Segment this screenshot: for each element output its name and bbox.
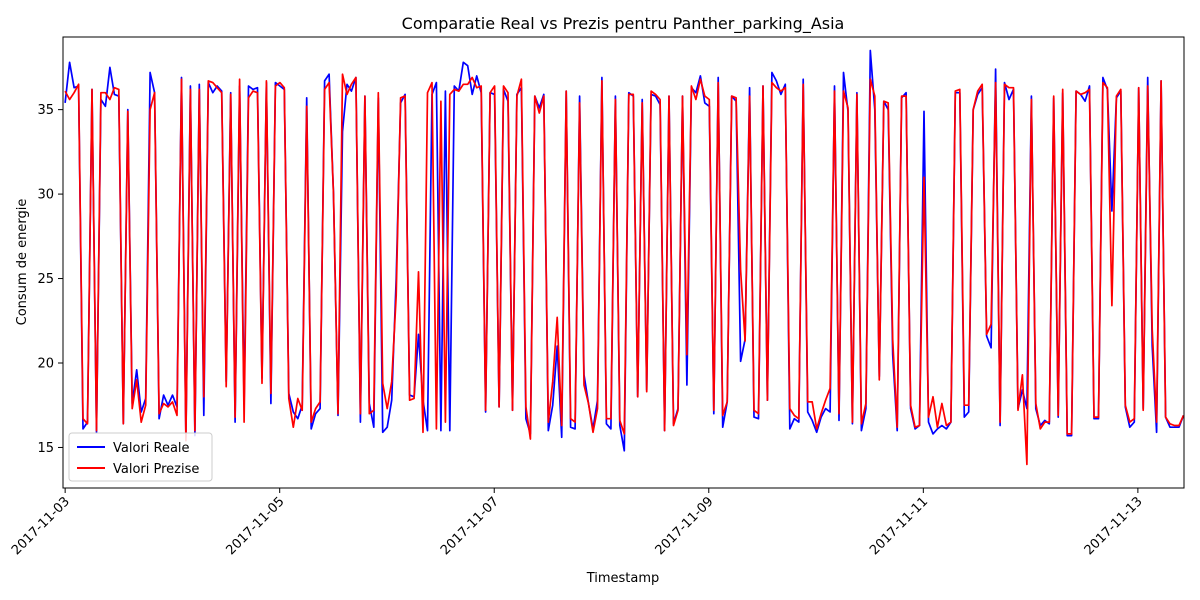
- series-line-predicted: [64, 73, 1184, 466]
- legend-label-real: Valori Reale: [113, 441, 190, 456]
- x-axis-label: Timestamp: [586, 571, 660, 586]
- legend-label-predicted: Valori Prezise: [113, 462, 199, 477]
- y-tick-label: 20: [37, 357, 54, 372]
- y-axis-label: Consum de energie: [15, 199, 30, 326]
- plot-area: [62, 36, 1185, 489]
- plot-frame: [62, 36, 1185, 489]
- y-tick-label: 30: [37, 188, 54, 203]
- legend: Valori Reale Valori Prezise: [68, 432, 213, 482]
- y-axis: 15 20 25 30 35: [37, 103, 63, 456]
- chart-title: Comparatie Real vs Prezis pentru Panther…: [402, 14, 845, 34]
- series-layer: [64, 49, 1184, 466]
- y-tick-label: 25: [37, 272, 54, 287]
- y-tick-label: 15: [37, 441, 54, 456]
- y-tick-label: 35: [37, 103, 54, 118]
